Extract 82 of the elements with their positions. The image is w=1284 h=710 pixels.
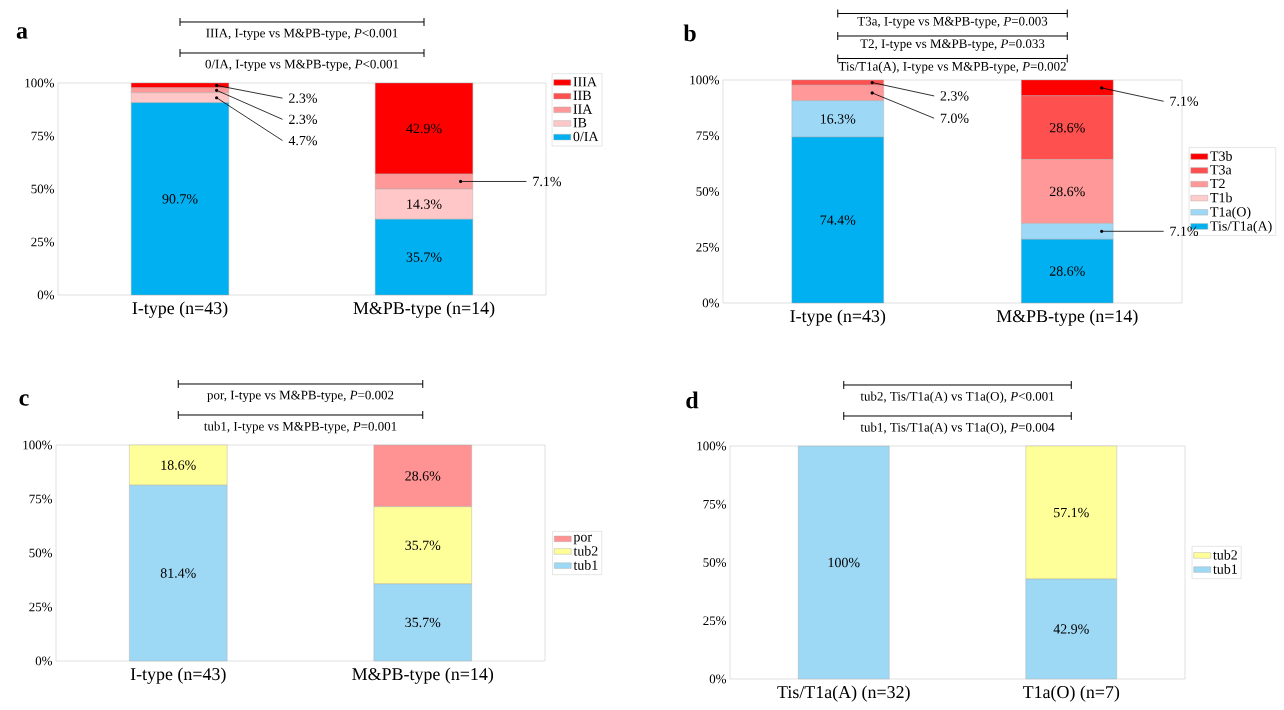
legend-label: tub1 — [573, 560, 598, 570]
legend-label: por — [573, 534, 592, 545]
data-label: 7.1% — [1170, 226, 1199, 237]
data-label: 14.3% — [407, 199, 442, 209]
data-label: 7.1% — [533, 176, 562, 187]
legend-label: T2 — [1210, 178, 1225, 189]
legend-label: Tis/T1a(A) — [1210, 220, 1272, 234]
text: tub2, Tis/T1a(A) vs T1a(O), P<0.001 — [860, 391, 1054, 404]
y-tick-label: 0% — [702, 298, 720, 308]
x-tick-label: T1a(O) (n=7) — [1022, 685, 1120, 702]
data-label: 7.0% — [940, 113, 969, 123]
legend-label: IIA — [573, 104, 593, 114]
data-label: 35.7% — [405, 617, 441, 628]
legend-label: IB — [573, 118, 587, 128]
data-label: 2.3% — [289, 114, 318, 125]
legend-label: 0/IA — [573, 131, 599, 142]
data-label: 28.6% — [405, 471, 441, 481]
y-tick-label: 25% — [29, 602, 53, 612]
legend-label: IIIA — [573, 77, 597, 87]
data-label: 81.4% — [160, 568, 196, 578]
y-tick-label: 75% — [31, 131, 55, 141]
x-tick-label: M&PB-type (n=14) — [996, 309, 1138, 326]
x-tick-label: Tis/T1a(A) (n=32) — [777, 685, 910, 702]
text: T2, I-type vs M&PB-type, P=0.033 — [860, 39, 1045, 51]
legend-label: T3b — [1210, 150, 1232, 161]
chart-title: d — [686, 391, 699, 409]
y-tick-label: 50% — [696, 187, 720, 196]
y-tick-label: 75% — [29, 494, 53, 504]
chart-title: b — [683, 24, 696, 42]
y-tick-label: 100% — [697, 441, 727, 451]
text: T3a, I-type vs M&PB-type, P=0.003 — [857, 16, 1048, 29]
text: por, I-type vs M&PB-type, P=0.002 — [207, 390, 394, 403]
y-tick-label: 75% — [696, 131, 720, 141]
x-tick-label: I-type (n=43) — [132, 301, 228, 318]
legend-label: tub2 — [573, 545, 598, 556]
y-tick-label: 50% — [703, 558, 727, 567]
y-tick-label: 100% — [23, 440, 53, 450]
chart-title: c — [19, 394, 29, 406]
data-label: 16.3% — [820, 114, 856, 124]
y-tick-label: 0% — [709, 674, 727, 684]
x-tick-label: I-type (n=43) — [130, 667, 226, 684]
text: IIIA, I-type vs M&PB-type, P<0.001 — [206, 28, 398, 41]
y-tick-label: 100% — [690, 75, 720, 85]
data-label: 100% — [828, 557, 860, 568]
text: tub1, I-type vs M&PB-type, P=0.001 — [203, 421, 397, 434]
data-label: 2.3% — [940, 91, 969, 101]
text: Tis/T1a(A), I-type vs M&PB-type, P=0.002 — [838, 61, 1066, 74]
legend-label: tub1 — [1213, 563, 1237, 574]
y-tick-label: 25% — [703, 616, 727, 626]
data-label: 2.3% — [289, 93, 318, 103]
text: 0/IA, I-type vs M&PB-type, P<0.001 — [205, 59, 399, 72]
y-tick-label: 50% — [31, 184, 55, 194]
data-label: 28.6% — [1049, 186, 1085, 197]
data-label: 74.4% — [820, 215, 856, 225]
data-label: 4.7% — [288, 135, 318, 146]
x-tick-label: M&PB-type (n=14) — [352, 667, 494, 684]
legend-label: T1a(O) — [1210, 206, 1251, 220]
legend-label: T3a — [1210, 165, 1232, 175]
y-tick-label: 75% — [703, 499, 727, 509]
data-label: 42.9% — [1053, 624, 1089, 634]
y-tick-label: 25% — [696, 242, 720, 252]
data-label: 35.7% — [406, 252, 442, 262]
legend-label: IIB — [573, 90, 591, 101]
data-label: 90.7% — [162, 194, 198, 204]
data-label: 57.1% — [1054, 507, 1089, 518]
x-tick-label: I-type (n=43) — [790, 309, 886, 326]
y-tick-label: 100% — [25, 78, 55, 88]
data-label: 7.1% — [1170, 96, 1199, 107]
y-tick-label: 0% — [37, 290, 55, 300]
chart-title: a — [16, 27, 28, 39]
data-label: 42.9% — [406, 123, 442, 134]
y-tick-label: 25% — [31, 237, 55, 247]
legend-label: T1b — [1210, 192, 1232, 203]
data-label: 35.7% — [405, 540, 441, 551]
y-tick-label: 0% — [35, 656, 53, 666]
x-tick-label: M&PB-type (n=14) — [353, 301, 495, 318]
data-label: 28.6% — [1049, 266, 1085, 276]
y-tick-label: 50% — [29, 548, 53, 558]
data-label: 28.6% — [1049, 122, 1085, 133]
data-label: 18.6% — [161, 460, 196, 470]
legend-label: tub2 — [1213, 549, 1237, 560]
text: tub1, Tis/T1a(A) vs T1a(O), P=0.004 — [860, 422, 1055, 435]
